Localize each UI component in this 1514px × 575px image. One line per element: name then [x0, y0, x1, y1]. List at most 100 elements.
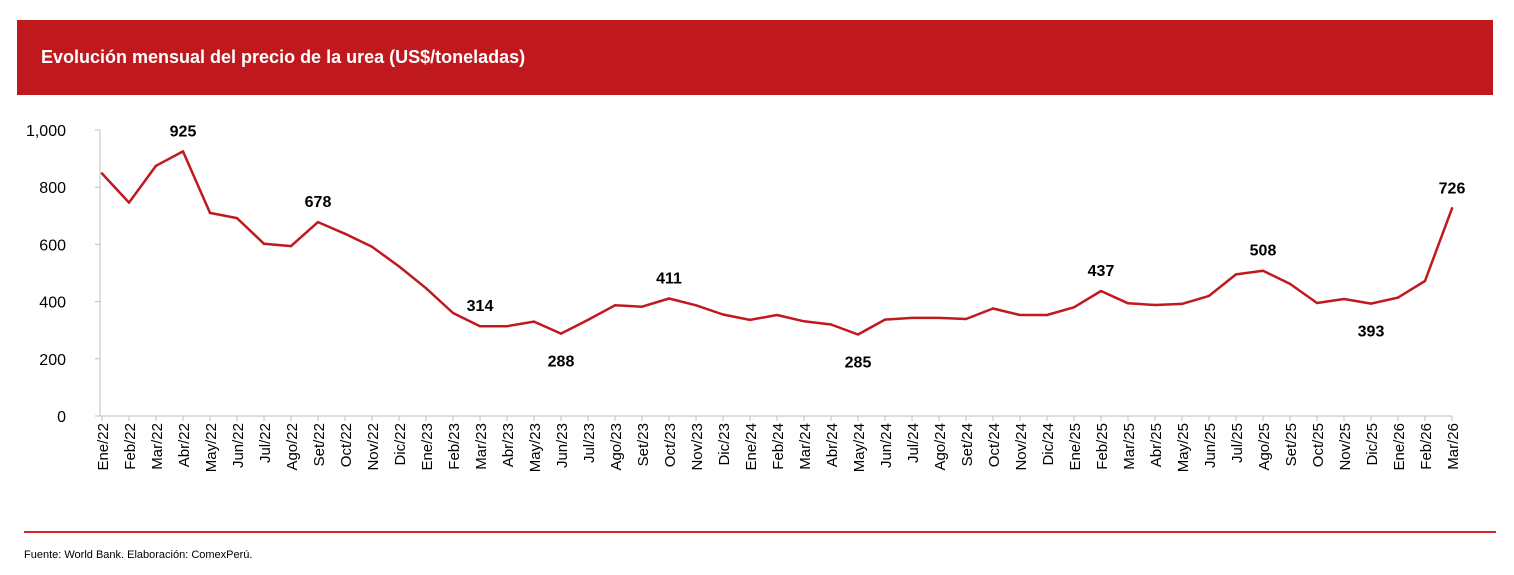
x-tick-label: Mar/25	[1121, 423, 1138, 470]
data-point	[208, 211, 212, 215]
x-tick-label: Ene/26	[1391, 423, 1408, 471]
x-tick-label: Abr/25	[1148, 423, 1165, 467]
x-tick-label: Set/25	[1283, 423, 1300, 466]
data-point	[1126, 302, 1130, 305]
x-tick-label: Ago/23	[608, 423, 625, 471]
data-point	[964, 317, 968, 321]
x-tick-label: Abr/23	[500, 423, 517, 467]
data-point	[1018, 313, 1022, 317]
x-tick-label: Ago/22	[284, 423, 301, 471]
data-point	[1234, 273, 1238, 276]
data-label: 411	[656, 270, 682, 287]
data-point	[1315, 301, 1319, 305]
data-point	[532, 320, 536, 323]
y-tick-label: 400	[39, 295, 66, 312]
data-point	[937, 316, 941, 320]
x-tick-label: Jul/24	[905, 423, 922, 463]
x-tick-label: May/23	[527, 423, 544, 472]
data-point	[1099, 289, 1103, 293]
data-label: 437	[1088, 263, 1115, 280]
data-label: 288	[548, 354, 575, 371]
data-label: 314	[467, 298, 494, 315]
x-tick-label: Jun/23	[554, 423, 571, 468]
x-tick-label: Jul/22	[257, 423, 274, 463]
data-point	[586, 318, 590, 322]
y-tick-label: 200	[39, 352, 66, 369]
x-tick-label: Dic/25	[1364, 423, 1381, 466]
data-point	[1180, 302, 1184, 306]
data-point	[1423, 279, 1427, 283]
x-tick-label: Ene/24	[743, 423, 760, 471]
x-tick-label: Feb/25	[1094, 423, 1111, 470]
x-tick-label: Ago/24	[932, 423, 949, 471]
x-tick-label: Oct/25	[1310, 423, 1327, 467]
chart-title: Evolución mensual del precio de la urea …	[41, 47, 526, 67]
x-tick-label: Set/23	[635, 423, 652, 466]
data-labels: 925 678 314 288 411 285 437 508 393 726	[170, 123, 1466, 371]
data-point	[1072, 306, 1076, 309]
data-point	[559, 332, 563, 335]
x-tick-label: Ene/23	[419, 423, 436, 471]
x-tick-label: Oct/22	[338, 423, 355, 467]
data-point	[505, 324, 509, 328]
x-tick-label: Nov/23	[689, 423, 706, 471]
data-point	[613, 304, 617, 307]
x-tick-label: Oct/23	[662, 423, 679, 467]
x-tick-label: Jun/25	[1202, 423, 1219, 468]
data-point	[1045, 313, 1049, 317]
data-point	[640, 305, 644, 308]
x-tick-label: Mar/23	[473, 423, 490, 470]
x-tick-label: Nov/22	[365, 423, 382, 471]
data-point	[1153, 303, 1157, 307]
x-tick-label: Jul/25	[1229, 423, 1246, 463]
data-point	[154, 164, 158, 167]
series-layer	[100, 150, 1454, 336]
x-tick-label: Dic/23	[716, 423, 733, 466]
data-point	[721, 313, 725, 316]
data-point	[991, 307, 995, 310]
x-tick-label: Ago/25	[1256, 423, 1273, 471]
data-point	[100, 172, 104, 175]
x-tick-label: Feb/23	[446, 423, 463, 470]
y-tick-label: 600	[39, 237, 66, 254]
x-tick-label: Feb/24	[770, 423, 787, 470]
data-point	[397, 265, 401, 268]
x-tick-label: Mar/26	[1445, 423, 1462, 470]
data-point	[343, 232, 347, 236]
data-point	[1207, 294, 1211, 298]
footer-divider	[24, 531, 1496, 533]
data-point	[775, 313, 779, 317]
data-point	[1450, 207, 1454, 210]
x-axis: Ene/22 Feb/22 Mar/22 Abr/22 May/22 Jun/22 Jul/…	[95, 415, 1462, 472]
data-point	[802, 320, 806, 323]
data-point	[316, 220, 320, 224]
data-label: 285	[845, 354, 872, 371]
y-tick-label: 800	[39, 180, 66, 197]
chart-header: Evolución mensual del precio de la urea …	[17, 20, 1493, 95]
x-tick-label: May/22	[203, 423, 220, 472]
data-point	[910, 316, 914, 320]
data-label: 508	[1250, 243, 1277, 260]
x-tick-label: May/24	[851, 423, 868, 472]
x-tick-label: Feb/22	[122, 423, 139, 470]
data-point	[478, 324, 482, 328]
x-tick-label: Jul/23	[581, 423, 598, 463]
data-point	[424, 286, 428, 290]
data-point	[1288, 282, 1292, 286]
data-label: 925	[170, 123, 197, 140]
data-point	[1369, 302, 1373, 305]
data-point	[883, 318, 887, 321]
x-tick-label: Nov/25	[1337, 423, 1354, 471]
x-tick-label: Jun/22	[230, 423, 247, 468]
data-point	[289, 244, 293, 248]
x-tick-label: Feb/26	[1418, 423, 1435, 470]
data-label: 726	[1439, 180, 1466, 197]
data-label: 678	[305, 194, 332, 211]
x-tick-label: Set/24	[959, 423, 976, 466]
x-tick-label: Abr/22	[176, 423, 193, 467]
data-point	[181, 150, 185, 153]
x-tick-label: Jun/24	[878, 423, 895, 468]
data-point	[694, 304, 698, 307]
x-tick-label: Dic/22	[392, 423, 409, 466]
